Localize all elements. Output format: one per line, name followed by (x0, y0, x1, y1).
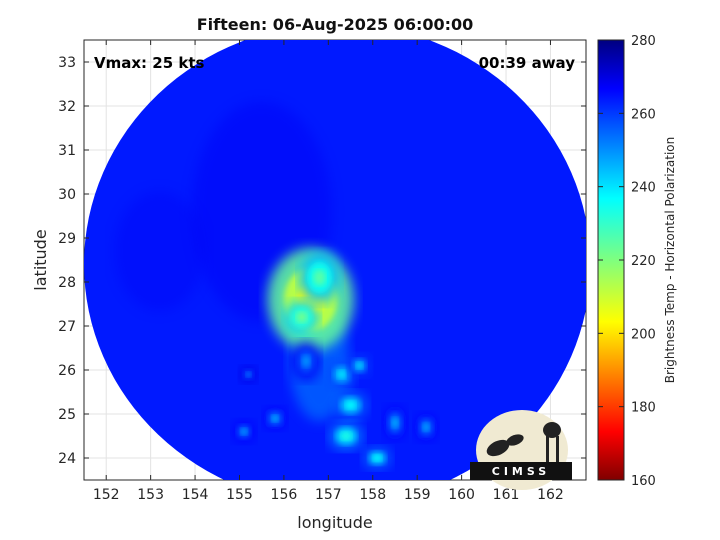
y-tick-label: 25 (58, 407, 76, 423)
colorbar-label: Brightness Temp - Horizontal Polarizatio… (663, 137, 677, 384)
x-axis-label: longitude (297, 513, 372, 532)
y-tick-label: 32 (58, 99, 76, 115)
y-tick-label: 33 (58, 55, 76, 71)
x-tick-label: 152 (93, 487, 120, 503)
colorbar-tick-label: 240 (631, 181, 656, 196)
y-tick-label: 30 (58, 187, 76, 203)
y-axis: 24 25 26 27 28 29 30 31 32 33 (58, 55, 586, 467)
feature-band (114, 191, 205, 312)
y-tick-label: 28 (58, 275, 76, 291)
x-tick-label: 160 (448, 487, 475, 503)
time-offset-annotation: 00:39 away (479, 54, 576, 72)
chart-title: Fifteen: 06-Aug-2025 06:00:00 (197, 15, 474, 34)
feature-core (296, 311, 308, 323)
feature-core (313, 269, 326, 286)
y-tick-label: 24 (58, 451, 76, 467)
x-tick-label: 158 (359, 487, 386, 503)
water-tower-icon (543, 422, 561, 438)
x-tick-label: 156 (271, 487, 298, 503)
colorbar-tick-label: 280 (631, 34, 656, 49)
colorbar-tick-label: 260 (631, 107, 656, 122)
colorbar-tick-label: 160 (631, 474, 656, 489)
feature-core (422, 422, 430, 432)
y-tick-label: 29 (58, 231, 76, 247)
y-axis-label: latitude (31, 229, 50, 290)
colorbar-ticks: 160 180 200 220 240 260 280 (598, 34, 656, 489)
x-tick-label: 161 (493, 487, 520, 503)
feature-core (240, 428, 248, 436)
colorbar-tick-label: 180 (631, 401, 656, 416)
y-tick-label: 26 (58, 363, 76, 379)
satellite-dish-icon (486, 439, 510, 457)
feature-core (245, 371, 252, 378)
x-tick-label: 153 (137, 487, 164, 503)
feature-core (340, 431, 352, 441)
swath-layer (84, 40, 586, 480)
x-tick-label: 157 (315, 487, 342, 503)
logo-text: CIMSS (492, 465, 550, 478)
feature-core (271, 414, 279, 422)
feature-core (337, 370, 347, 379)
vmax-annotation: Vmax: 25 kts (94, 54, 204, 72)
x-axis: 152 153 154 155 156 157 158 159 160 161 162 (93, 40, 564, 503)
colorbar-tick-label: 220 (631, 254, 656, 269)
feature-core (355, 362, 363, 370)
feature-core (391, 417, 399, 429)
convection-features (114, 101, 438, 470)
y-tick-label: 27 (58, 319, 76, 335)
x-tick-label: 159 (404, 487, 431, 503)
y-tick-label: 31 (58, 143, 76, 159)
cimss-logo: CIMSS (470, 410, 572, 490)
x-tick-label: 155 (226, 487, 253, 503)
colorbar-tick-label: 200 (631, 327, 656, 342)
feature-core (372, 454, 382, 462)
feature-core (301, 355, 311, 368)
feature-core (345, 400, 356, 410)
x-tick-label: 154 (182, 487, 209, 503)
x-tick-label: 162 (537, 487, 564, 503)
